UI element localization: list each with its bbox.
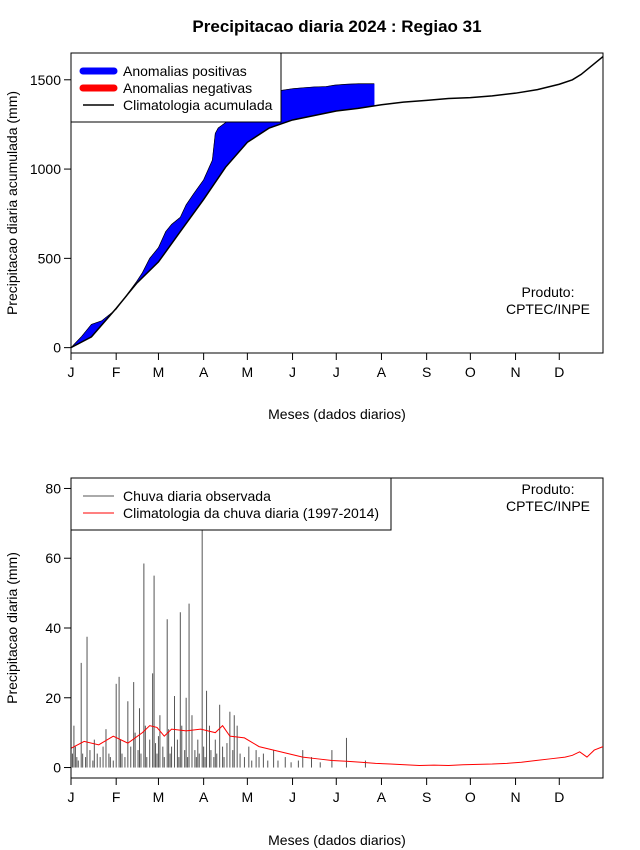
x-tick-label: M [153, 789, 165, 805]
legend-positive-label: Anomalias positivas [123, 63, 247, 79]
x-tick-label: D [554, 364, 564, 380]
top-note-line2: CPTEC/INPE [506, 301, 590, 317]
x-tick-label: F [112, 364, 121, 380]
top-note-line1: Produto: [522, 284, 575, 300]
bottom-y-label: Precipitacao diaria (mm) [4, 552, 20, 704]
x-tick-label: J [289, 789, 296, 805]
legend-observed-label: Chuva diaria observada [123, 488, 271, 504]
x-tick-label: S [422, 789, 431, 805]
x-tick-label: F [112, 789, 121, 805]
x-tick-label: O [465, 364, 476, 380]
x-tick-label: N [510, 789, 520, 805]
x-tick-label: J [333, 364, 340, 380]
x-tick-label: D [554, 789, 564, 805]
x-tick-label: M [242, 364, 254, 380]
x-tick-label: S [422, 364, 431, 380]
y-tick-label: 80 [45, 480, 61, 496]
bottom-legend: Chuva diaria observada Climatologia da c… [70, 477, 392, 531]
x-tick-label: J [289, 364, 296, 380]
top-x-label: Meses (dados diarios) [268, 406, 406, 422]
bottom-y-axis: 0 20 40 60 80 [45, 480, 72, 776]
x-tick-label: M [153, 364, 165, 380]
top-data-layer [70, 55, 604, 349]
daily-panel: 0 20 40 60 80 J F M A M J J A S O N D Meses (dados diar… [4, 477, 604, 848]
bottom-note-line2: CPTEC/INPE [506, 498, 590, 514]
top-y-axis: 0 500 1000 1500 [30, 72, 72, 356]
bottom-legend-box [70, 477, 392, 531]
x-tick-label: N [510, 364, 520, 380]
x-tick-label: A [199, 364, 209, 380]
y-tick-label: 1000 [30, 161, 61, 177]
legend-daily-clim-label: Climatologia da chuva diaria (1997-2014) [123, 505, 379, 521]
x-tick-label: A [377, 789, 387, 805]
legend-climatology-label: Climatologia acumulada [123, 97, 273, 113]
chart-title: Precipitacao diaria 2024 : Regiao 31 [192, 17, 481, 36]
y-tick-label: 500 [38, 250, 62, 266]
y-tick-label: 20 [45, 690, 61, 706]
climatology-cumulative-line [70, 55, 604, 349]
y-tick-label: 0 [53, 340, 61, 356]
x-tick-label: J [68, 364, 75, 380]
x-tick-label: A [199, 789, 209, 805]
x-tick-label: J [333, 789, 340, 805]
x-tick-label: J [68, 789, 75, 805]
bottom-note-line1: Produto: [522, 481, 575, 497]
bottom-x-label: Meses (dados diarios) [268, 832, 406, 848]
daily-climatology-line [70, 724, 604, 766]
top-y-label: Precipitacao diaria acumulada (mm) [4, 91, 20, 315]
observed-cumulative-line [70, 83, 375, 348]
cumulative-panel: 0 500 1000 1500 J F M A M J J A S O N D Meses (dados d… [4, 52, 604, 422]
x-tick-label: O [465, 789, 476, 805]
top-legend: Anomalias positivas Anomalias negativas … [70, 52, 282, 123]
y-tick-label: 60 [45, 550, 61, 566]
y-tick-label: 0 [53, 760, 61, 776]
legend-negative-label: Anomalias negativas [123, 80, 252, 96]
y-tick-label: 1500 [30, 72, 61, 88]
bottom-data-layer [70, 516, 604, 768]
x-tick-label: A [377, 364, 387, 380]
y-tick-label: 40 [45, 620, 61, 636]
x-tick-label: M [242, 789, 254, 805]
